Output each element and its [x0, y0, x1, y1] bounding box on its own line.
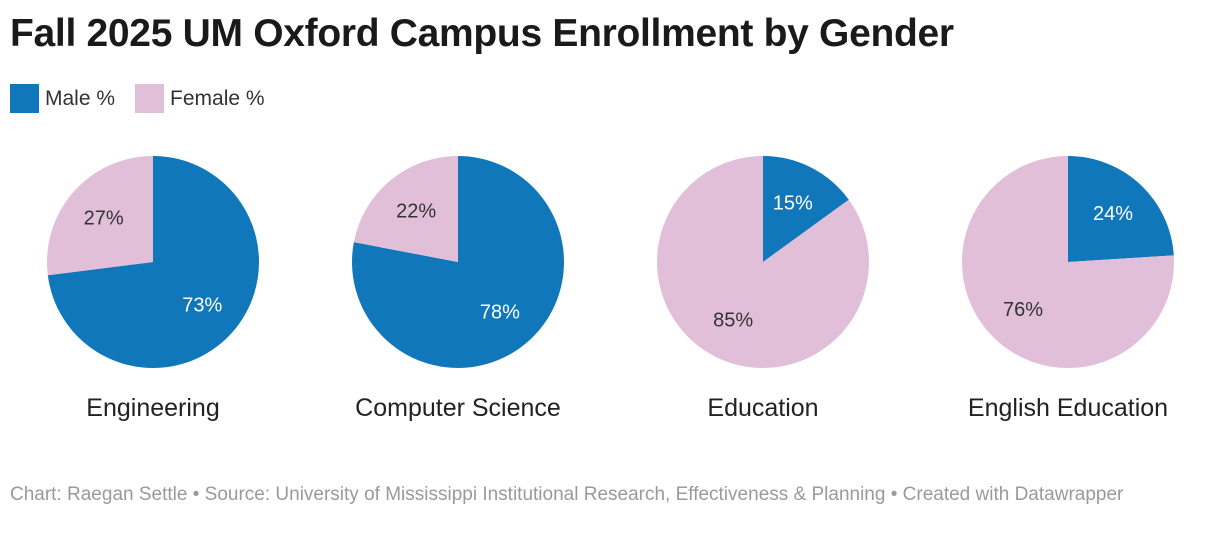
chart-title: Fall 2025 UM Oxford Campus Enrollment by… — [10, 12, 954, 55]
slice-value-label: 85% — [713, 310, 753, 332]
pie-category-label: Education — [707, 394, 818, 422]
legend-swatch-male — [10, 84, 39, 113]
pie-slice-female — [47, 156, 154, 276]
pie-category-label: Computer Science — [355, 394, 561, 422]
chart-footer: Chart: Raegan Settle • Source: Universit… — [10, 484, 1124, 505]
pie-slice-male — [763, 156, 849, 262]
pie-charts: 73% 27% Engineering 78% 22% Computer Science 1… — [47, 156, 1174, 422]
legend-item-male: Male % — [10, 84, 115, 113]
pie-slice-male — [352, 156, 565, 368]
pie-slice-male — [1068, 156, 1174, 262]
pie-english-education: 24% 76% English Education — [961, 156, 1174, 422]
slice-value-label: 15% — [773, 192, 813, 214]
pie-slice-male — [47, 156, 260, 368]
legend: Male % Female % — [10, 84, 285, 113]
slice-value-label: 73% — [182, 295, 222, 317]
pie-computer-science: 78% 22% Computer Science — [352, 156, 565, 422]
legend-swatch-female — [135, 84, 165, 113]
pie-slice-female — [961, 156, 1174, 368]
legend-label-male: Male % — [45, 86, 116, 110]
slice-value-label: 27% — [84, 208, 124, 230]
pie-education: 15% 85% Education — [657, 156, 870, 422]
slice-value-label: 76% — [1003, 299, 1043, 321]
legend-label-female: Female % — [170, 86, 265, 110]
pie-category-label: English Education — [968, 394, 1168, 422]
slice-value-label: 78% — [480, 302, 520, 324]
legend-item-female: Female % — [135, 84, 265, 113]
pie-category-label: Engineering — [86, 394, 219, 422]
pie-slice-female — [353, 156, 458, 262]
slice-value-label: 22% — [396, 200, 436, 222]
slice-value-label: 24% — [1093, 203, 1133, 225]
pie-engineering: 73% 27% Engineering — [47, 156, 260, 422]
pie-slice-female — [657, 156, 870, 368]
